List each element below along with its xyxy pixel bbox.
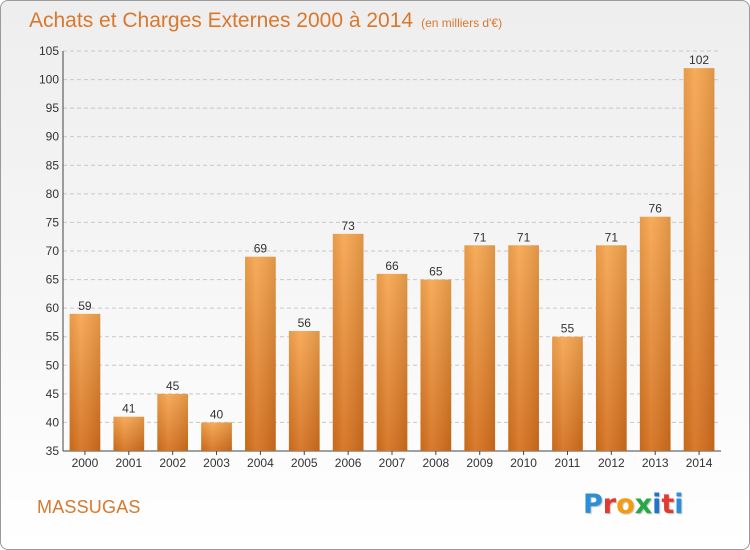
data-label: 41 xyxy=(122,402,136,416)
data-label: 71 xyxy=(605,230,619,244)
x-tick-label: 2004 xyxy=(247,456,274,470)
y-tick-label: 50 xyxy=(46,358,60,372)
chart-title: Achats et Charges Externes 2000 à 2014 (e… xyxy=(29,9,502,33)
logo-letter: i xyxy=(652,489,662,520)
x-tick-label: 2001 xyxy=(115,456,142,470)
x-tick-label: 2002 xyxy=(159,456,186,470)
logo-letter: i xyxy=(674,489,684,520)
data-label: 65 xyxy=(429,265,443,279)
bar-shade xyxy=(376,273,408,451)
x-tick-label: 2010 xyxy=(510,456,537,470)
chart-title-text: Achats et Charges Externes 2000 à 2014 xyxy=(29,9,414,32)
y-tick-label: 40 xyxy=(46,415,60,429)
axes: 35 40 45 50 55 60 65 70 75 80 85 90 95 100 105 2000 2001… xyxy=(39,44,721,470)
y-tick-label: 90 xyxy=(46,130,60,144)
y-tick-label: 100 xyxy=(39,73,59,87)
x-tick-label: 2005 xyxy=(291,456,318,470)
y-tick-label: 105 xyxy=(39,44,59,58)
x-tick-label: 2000 xyxy=(72,456,99,470)
y-tick-label: 35 xyxy=(46,444,60,458)
data-label: 71 xyxy=(517,230,531,244)
bar-shade xyxy=(464,245,496,451)
y-tick-label: 60 xyxy=(46,301,60,315)
x-tick-label: 2006 xyxy=(335,456,362,470)
bar-shade xyxy=(508,245,539,451)
x-tick-label: 2011 xyxy=(555,456,581,470)
chart-subtitle: (en milliers d'€) xyxy=(421,16,503,30)
y-tick-label: 80 xyxy=(46,187,60,201)
x-tick-label: 2012 xyxy=(598,456,625,470)
data-label: 56 xyxy=(298,316,312,330)
data-label: 73 xyxy=(341,219,355,233)
y-tick-label: 55 xyxy=(46,330,60,344)
data-label: 69 xyxy=(254,242,268,256)
bar-shade xyxy=(201,422,232,451)
data-label: 102 xyxy=(689,53,709,67)
bar-shade xyxy=(420,279,452,451)
x-tick-label: 2014 xyxy=(686,456,713,470)
logo-letter: P xyxy=(583,489,603,520)
data-label: 45 xyxy=(166,379,180,393)
bar-shade xyxy=(683,68,715,452)
bar-shade xyxy=(288,331,320,451)
y-tick-label: 70 xyxy=(46,244,60,258)
bar-shade xyxy=(113,416,145,451)
x-tick-label: 2009 xyxy=(466,456,493,470)
y-tick-label: 95 xyxy=(46,101,60,115)
data-label: 71 xyxy=(473,230,487,244)
data-label: 40 xyxy=(210,407,224,421)
logo-letter: x xyxy=(634,489,653,520)
x-tick-label: 2013 xyxy=(642,456,669,470)
bar-shade xyxy=(639,216,671,451)
x-tick-label: 2008 xyxy=(423,456,450,470)
bars xyxy=(69,68,715,452)
data-label: 66 xyxy=(385,259,399,273)
bar-shade xyxy=(552,336,583,451)
y-tick-label: 65 xyxy=(46,273,60,287)
logo-letter: r xyxy=(602,489,617,520)
data-label: 55 xyxy=(561,322,575,336)
data-label: 76 xyxy=(649,202,663,216)
proxiti-logo: Proxiti xyxy=(583,489,684,520)
bar-shade xyxy=(332,233,364,451)
x-tick-label: 2007 xyxy=(379,456,406,470)
y-tick-label: 85 xyxy=(46,158,60,172)
bar-shade xyxy=(157,393,189,451)
data-label: 59 xyxy=(78,299,92,313)
x-tick-label: 2003 xyxy=(203,456,230,470)
bar-shade xyxy=(245,256,276,451)
data-labels: 59 41 45 40 69 56 73 66 65 71 71 55 71 76 102 xyxy=(78,53,709,421)
y-tick-label: 75 xyxy=(46,215,60,229)
logo-letter: t xyxy=(661,489,675,520)
bar-shade xyxy=(595,245,627,451)
bar-shade xyxy=(69,313,101,451)
commune-name: MASSUGAS xyxy=(37,497,141,517)
logo-letter: o xyxy=(616,489,635,520)
y-tick-label: 45 xyxy=(46,387,60,401)
